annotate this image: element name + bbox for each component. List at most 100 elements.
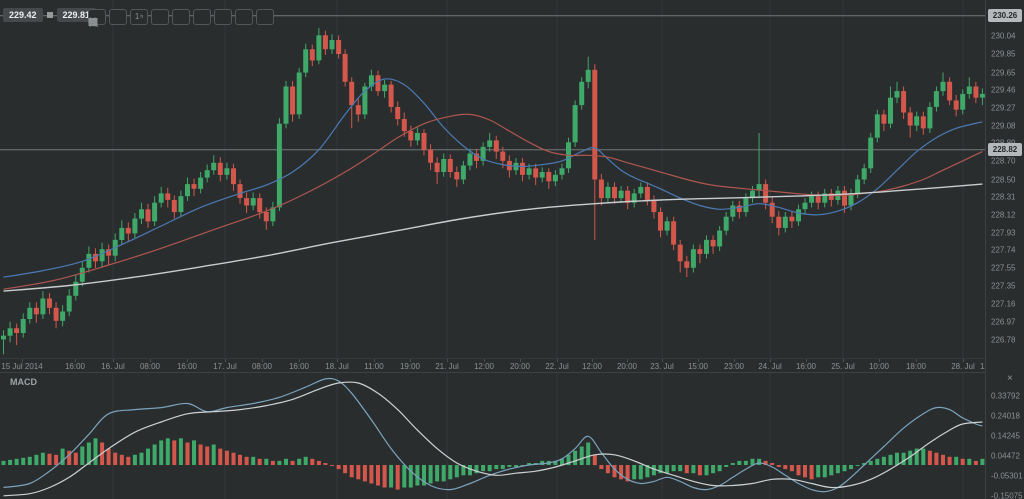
time-tick-label: 16:00 <box>795 362 817 371</box>
ma-medium-line <box>3 113 983 290</box>
ma-fast-line <box>3 78 983 278</box>
time-tick-mark <box>843 359 844 362</box>
time-tick-label: 10:00 <box>868 362 890 371</box>
price-lines-layer <box>0 15 985 151</box>
time-tick-mark <box>557 359 558 362</box>
time-tick-label: 11:00 <box>364 362 384 371</box>
time-tick-mark <box>299 359 300 362</box>
price-axis-label: 230.04 <box>991 31 1016 41</box>
macd-axis-label: 0.04472 <box>991 451 1020 461</box>
time-tick-mark <box>22 359 23 362</box>
macd-histogram <box>1 438 985 490</box>
price-axis-label: 229.08 <box>991 121 1016 130</box>
time-tick-mark <box>592 359 593 362</box>
time-tick-mark <box>734 359 735 362</box>
time-tick-label: 16:00 <box>64 362 86 371</box>
macd-day-gridlines <box>112 373 964 499</box>
time-tick-mark <box>447 359 448 362</box>
time-tick-label: 22. Jul <box>545 362 569 371</box>
price-chart-pane[interactable] <box>0 0 985 358</box>
price-axis-label: 228.12 <box>991 210 1016 220</box>
time-tick-mark <box>262 359 263 362</box>
time-tick-label: 16:00 <box>176 362 198 371</box>
price-axis-label: 227.93 <box>991 228 1016 237</box>
timeframe-value: 1 <box>134 12 140 21</box>
time-tick-label: 16. Jul <box>101 362 125 371</box>
price-line-badge[interactable]: 228.82 <box>988 143 1022 157</box>
time-tick-mark <box>770 359 771 362</box>
zoom-out-button[interactable] <box>89 9 127 27</box>
price-axis[interactable]: × 230.04 229.85 229.65 229.46 229.27 229.08 22… <box>985 0 1024 499</box>
time-tick-label: 18. Jul <box>325 362 349 371</box>
time-tick-label: 17. Jul <box>213 362 237 371</box>
time-tick-label: 20:00 <box>616 362 638 371</box>
time-tick-mark <box>627 359 628 362</box>
macd-indicator-label: MACD <box>10 377 37 387</box>
time-tick-mark <box>963 359 964 362</box>
time-tick-mark <box>410 359 411 362</box>
time-tick-mark <box>75 359 76 362</box>
price-axis-label: 227.16 <box>991 299 1016 309</box>
price-line-badge[interactable]: 230.26 <box>988 9 1022 23</box>
time-tick-label: 21. Jul <box>435 362 459 371</box>
time-tick-mark <box>225 359 226 362</box>
time-tick-mark <box>916 359 917 362</box>
time-tick-mark <box>806 359 807 362</box>
candles-layer <box>1 27 985 355</box>
time-tick-label: 25. Jul <box>831 362 855 371</box>
time-tick-label: 08:00 <box>139 362 161 371</box>
ma-slow-line <box>3 183 983 292</box>
macd-axis-label: 0.24018 <box>991 411 1020 421</box>
chart-type-button[interactable] <box>89 9 169 27</box>
time-tick-mark <box>698 359 699 362</box>
price-axis-label: 227.35 <box>991 281 1016 291</box>
quote-panel: 229.42 229.81 <box>3 8 97 22</box>
time-tick-label: 15 Jul 2014 <box>1 362 43 371</box>
buy-price-button[interactable]: 229.81 <box>56 8 97 22</box>
time-tick-mark <box>374 359 375 362</box>
time-tick-label: 24. Jul <box>758 362 782 371</box>
indicators-button[interactable] <box>89 9 190 25</box>
price-axis-label: 228.50 <box>991 175 1016 184</box>
spread-indicator <box>46 12 53 18</box>
time-tick-label: 15:00 <box>687 362 709 371</box>
time-tick-label: 23. Jul <box>650 362 674 371</box>
price-axis-label: 228.70 <box>991 156 1016 166</box>
price-axis-label: 227.74 <box>991 245 1016 255</box>
macd-axis-label: -0.05301 <box>991 471 1023 481</box>
time-tick-mark <box>879 359 880 362</box>
time-tick-label: 19:00 <box>399 362 421 371</box>
macd-signal-line <box>3 381 983 497</box>
chart-settings-button[interactable] <box>88 9 253 26</box>
time-tick-label: 23:00 <box>723 362 745 371</box>
time-tick-label: 12:00 <box>581 362 603 371</box>
price-axis-label: 229.46 <box>991 85 1016 95</box>
day-gridlines <box>112 0 964 358</box>
templates-button[interactable] <box>89 9 232 27</box>
price-axis-label: 229.85 <box>991 49 1016 59</box>
price-axis-label: 226.78 <box>991 335 1016 344</box>
time-tick-label: 08:00 <box>251 362 273 371</box>
macd-close-button[interactable]: × <box>1007 373 1013 384</box>
time-tick-label: 12:00 <box>473 362 495 371</box>
popout-button[interactable] <box>88 9 211 26</box>
timeframe-unit: h <box>140 13 144 20</box>
price-axis-label: 229.27 <box>991 103 1016 113</box>
time-tick-label: 20:00 <box>509 362 531 371</box>
price-axis-label: 228.31 <box>991 192 1016 202</box>
macd-pane[interactable] <box>0 372 985 499</box>
macd-axis-label: -0.15075 <box>991 491 1023 499</box>
sell-price-button[interactable]: 229.42 <box>3 8 43 22</box>
macd-line <box>3 377 983 493</box>
time-tick-mark <box>150 359 151 362</box>
time-tick-label: 28. Jul <box>951 362 975 371</box>
draw-button[interactable] <box>89 9 274 27</box>
macd-axis-label: 0.14245 <box>991 431 1020 441</box>
time-tick-label: 18:00 <box>905 362 927 371</box>
time-axis[interactable]: 15 Jul 2014 16:00 16. Jul 08:00 16:00 17. Jul… <box>0 358 1000 373</box>
price-axis-label: 226.97 <box>991 317 1016 327</box>
time-tick-mark <box>113 359 114 362</box>
